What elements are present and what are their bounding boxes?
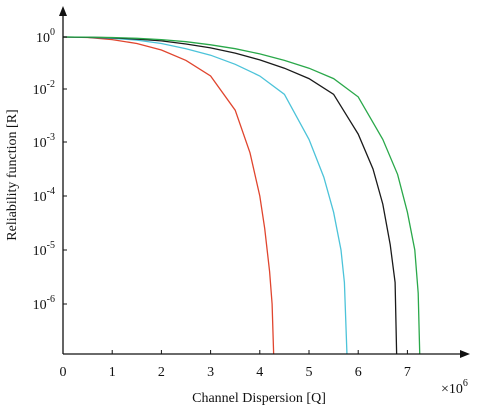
axes-group [59,6,470,358]
x-tick-label: 3 [207,365,214,380]
x-tick-label: 0 [60,365,67,380]
y-axis-title: Reliability function [R] [5,109,20,240]
y-tick-label: 100 [36,27,55,46]
curves-group [62,36,421,354]
x-axis-arrow [460,350,470,358]
x-tick-label: 1 [109,365,116,380]
x-axis-title: Channel Dispersion [Q] [192,391,326,406]
x-tick-label: 5 [306,365,313,380]
series-line-4 [62,36,421,354]
y-tick-label: 10-5 [33,240,55,259]
x-multiplier-exponent: 6 [463,378,468,389]
ticks-group: 0 1 2 3 4 5 6 7 100 10-2 10-3 10-4 10-5 10-6 [33,27,411,380]
y-axis-arrow [59,6,67,16]
x-tick-label: 2 [158,365,165,380]
x-tick-label: 7 [404,365,411,380]
series-line-1 [62,36,275,354]
x-multiplier-base: ×10 [441,382,463,397]
y-tick-label: 10-2 [33,79,55,98]
x-axis-multiplier: ×106 [441,378,468,397]
series-line-3 [62,36,398,354]
y-tick-label: 10-4 [33,186,55,205]
x-tick-label: 6 [355,365,362,380]
y-tick-label: 10-6 [33,294,55,313]
series-line-2 [62,36,348,354]
y-tick-label: 10-3 [33,132,55,151]
x-tick-label: 4 [256,365,263,380]
